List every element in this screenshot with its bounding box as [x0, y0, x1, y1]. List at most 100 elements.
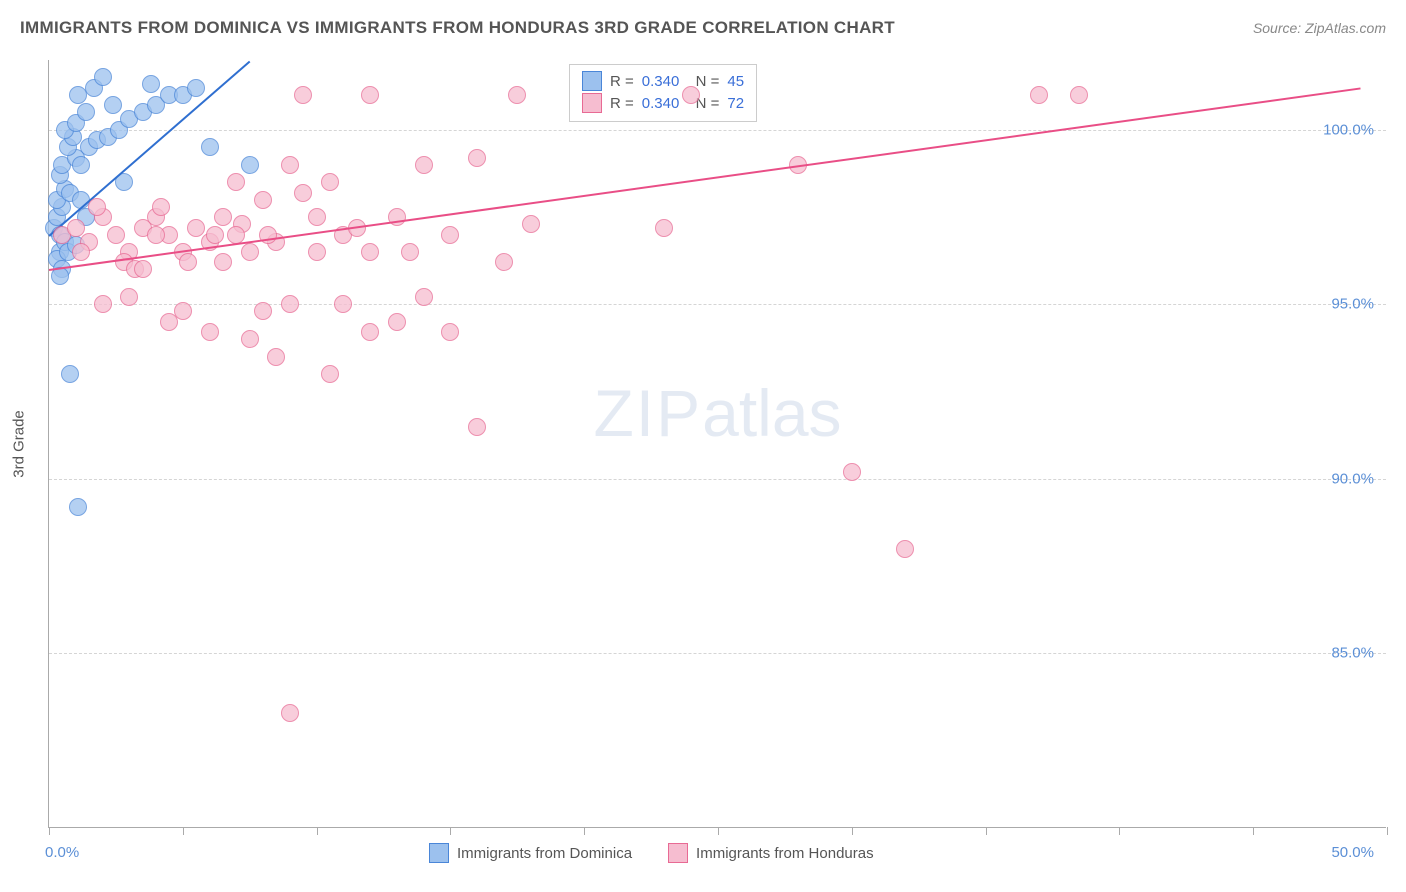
x-tick — [1253, 827, 1254, 835]
x-tick — [317, 827, 318, 835]
legend-item: Immigrants from Dominica — [429, 843, 632, 863]
data-point — [94, 68, 112, 86]
data-point — [179, 253, 197, 271]
data-point — [294, 184, 312, 202]
data-point — [415, 288, 433, 306]
data-point — [1070, 86, 1088, 104]
data-point — [522, 215, 540, 233]
legend-swatch — [582, 71, 602, 91]
data-point — [201, 138, 219, 156]
watermark: ZIPatlas — [593, 375, 841, 451]
data-point — [104, 96, 122, 114]
source-attribution: Source: ZipAtlas.com — [1253, 20, 1386, 36]
data-point — [655, 219, 673, 237]
data-point — [72, 156, 90, 174]
data-point — [107, 226, 125, 244]
data-point — [1030, 86, 1048, 104]
data-point — [334, 295, 352, 313]
legend-r-value: 0.340 — [642, 95, 680, 112]
x-tick — [584, 827, 585, 835]
data-point — [241, 330, 259, 348]
data-point — [134, 260, 152, 278]
data-point — [241, 243, 259, 261]
y-tick-label: 90.0% — [1331, 470, 1374, 487]
data-point — [241, 156, 259, 174]
data-point — [214, 253, 232, 271]
x-tick — [718, 827, 719, 835]
legend-item: Immigrants from Honduras — [668, 843, 874, 863]
data-point — [281, 704, 299, 722]
y-tick-label: 95.0% — [1331, 296, 1374, 313]
x-tick — [986, 827, 987, 835]
data-point — [174, 302, 192, 320]
data-point — [187, 79, 205, 97]
data-point — [321, 173, 339, 191]
data-point — [152, 198, 170, 216]
legend-n-value: 45 — [727, 73, 744, 90]
legend-swatch — [668, 843, 688, 863]
data-point — [361, 323, 379, 341]
x-tick — [852, 827, 853, 835]
legend-swatch — [429, 843, 449, 863]
data-point — [682, 86, 700, 104]
watermark-atlas: atlas — [702, 376, 841, 450]
x-tick — [1119, 827, 1120, 835]
data-point — [69, 498, 87, 516]
x-tick — [450, 827, 451, 835]
y-axis-title: 3rd Grade — [11, 410, 28, 478]
gridline — [49, 479, 1386, 480]
data-point — [94, 295, 112, 313]
data-point — [214, 208, 232, 226]
gridline — [49, 653, 1386, 654]
legend-n-value: 72 — [727, 95, 744, 112]
data-point — [120, 288, 138, 306]
data-point — [206, 226, 224, 244]
data-point — [254, 191, 272, 209]
legend-r-label: R = — [610, 73, 634, 90]
data-point — [227, 226, 245, 244]
data-point — [308, 243, 326, 261]
data-point — [321, 365, 339, 383]
data-point — [896, 540, 914, 558]
data-point — [401, 243, 419, 261]
data-point — [508, 86, 526, 104]
x-tick — [49, 827, 50, 835]
data-point — [227, 173, 245, 191]
data-point — [254, 302, 272, 320]
y-tick-label: 100.0% — [1323, 121, 1374, 138]
legend-stat-row: R = 0.340 N = 45 — [582, 71, 744, 91]
data-point — [281, 295, 299, 313]
data-point — [468, 149, 486, 167]
plot-area: 3rd Grade ZIPatlas R = 0.340 N = 45R = 0… — [48, 60, 1386, 828]
legend-swatch — [582, 93, 602, 113]
gridline — [49, 304, 1386, 305]
series-legend: Immigrants from Dominica Immigrants from … — [429, 843, 874, 863]
data-point — [361, 243, 379, 261]
legend-label: Immigrants from Dominica — [457, 845, 632, 862]
data-point — [142, 75, 160, 93]
data-point — [147, 226, 165, 244]
legend-stat-row: R = 0.340 N = 72 — [582, 93, 744, 113]
correlation-legend: R = 0.340 N = 45R = 0.340 N = 72 — [569, 64, 757, 122]
legend-r-label: R = — [610, 95, 634, 112]
data-point — [281, 156, 299, 174]
data-point — [67, 219, 85, 237]
data-point — [468, 418, 486, 436]
data-point — [88, 198, 106, 216]
chart-title: IMMIGRANTS FROM DOMINICA VS IMMIGRANTS F… — [20, 18, 895, 38]
data-point — [308, 208, 326, 226]
data-point — [267, 348, 285, 366]
gridline — [49, 130, 1386, 131]
x-axis-max-label: 50.0% — [1331, 844, 1374, 861]
data-point — [415, 156, 433, 174]
data-point — [361, 86, 379, 104]
x-axis-min-label: 0.0% — [45, 844, 79, 861]
x-tick — [183, 827, 184, 835]
watermark-zip: ZIP — [593, 376, 702, 450]
data-point — [294, 86, 312, 104]
data-point — [441, 226, 459, 244]
data-point — [201, 323, 219, 341]
legend-r-value: 0.340 — [642, 73, 680, 90]
data-point — [388, 313, 406, 331]
data-point — [441, 323, 459, 341]
